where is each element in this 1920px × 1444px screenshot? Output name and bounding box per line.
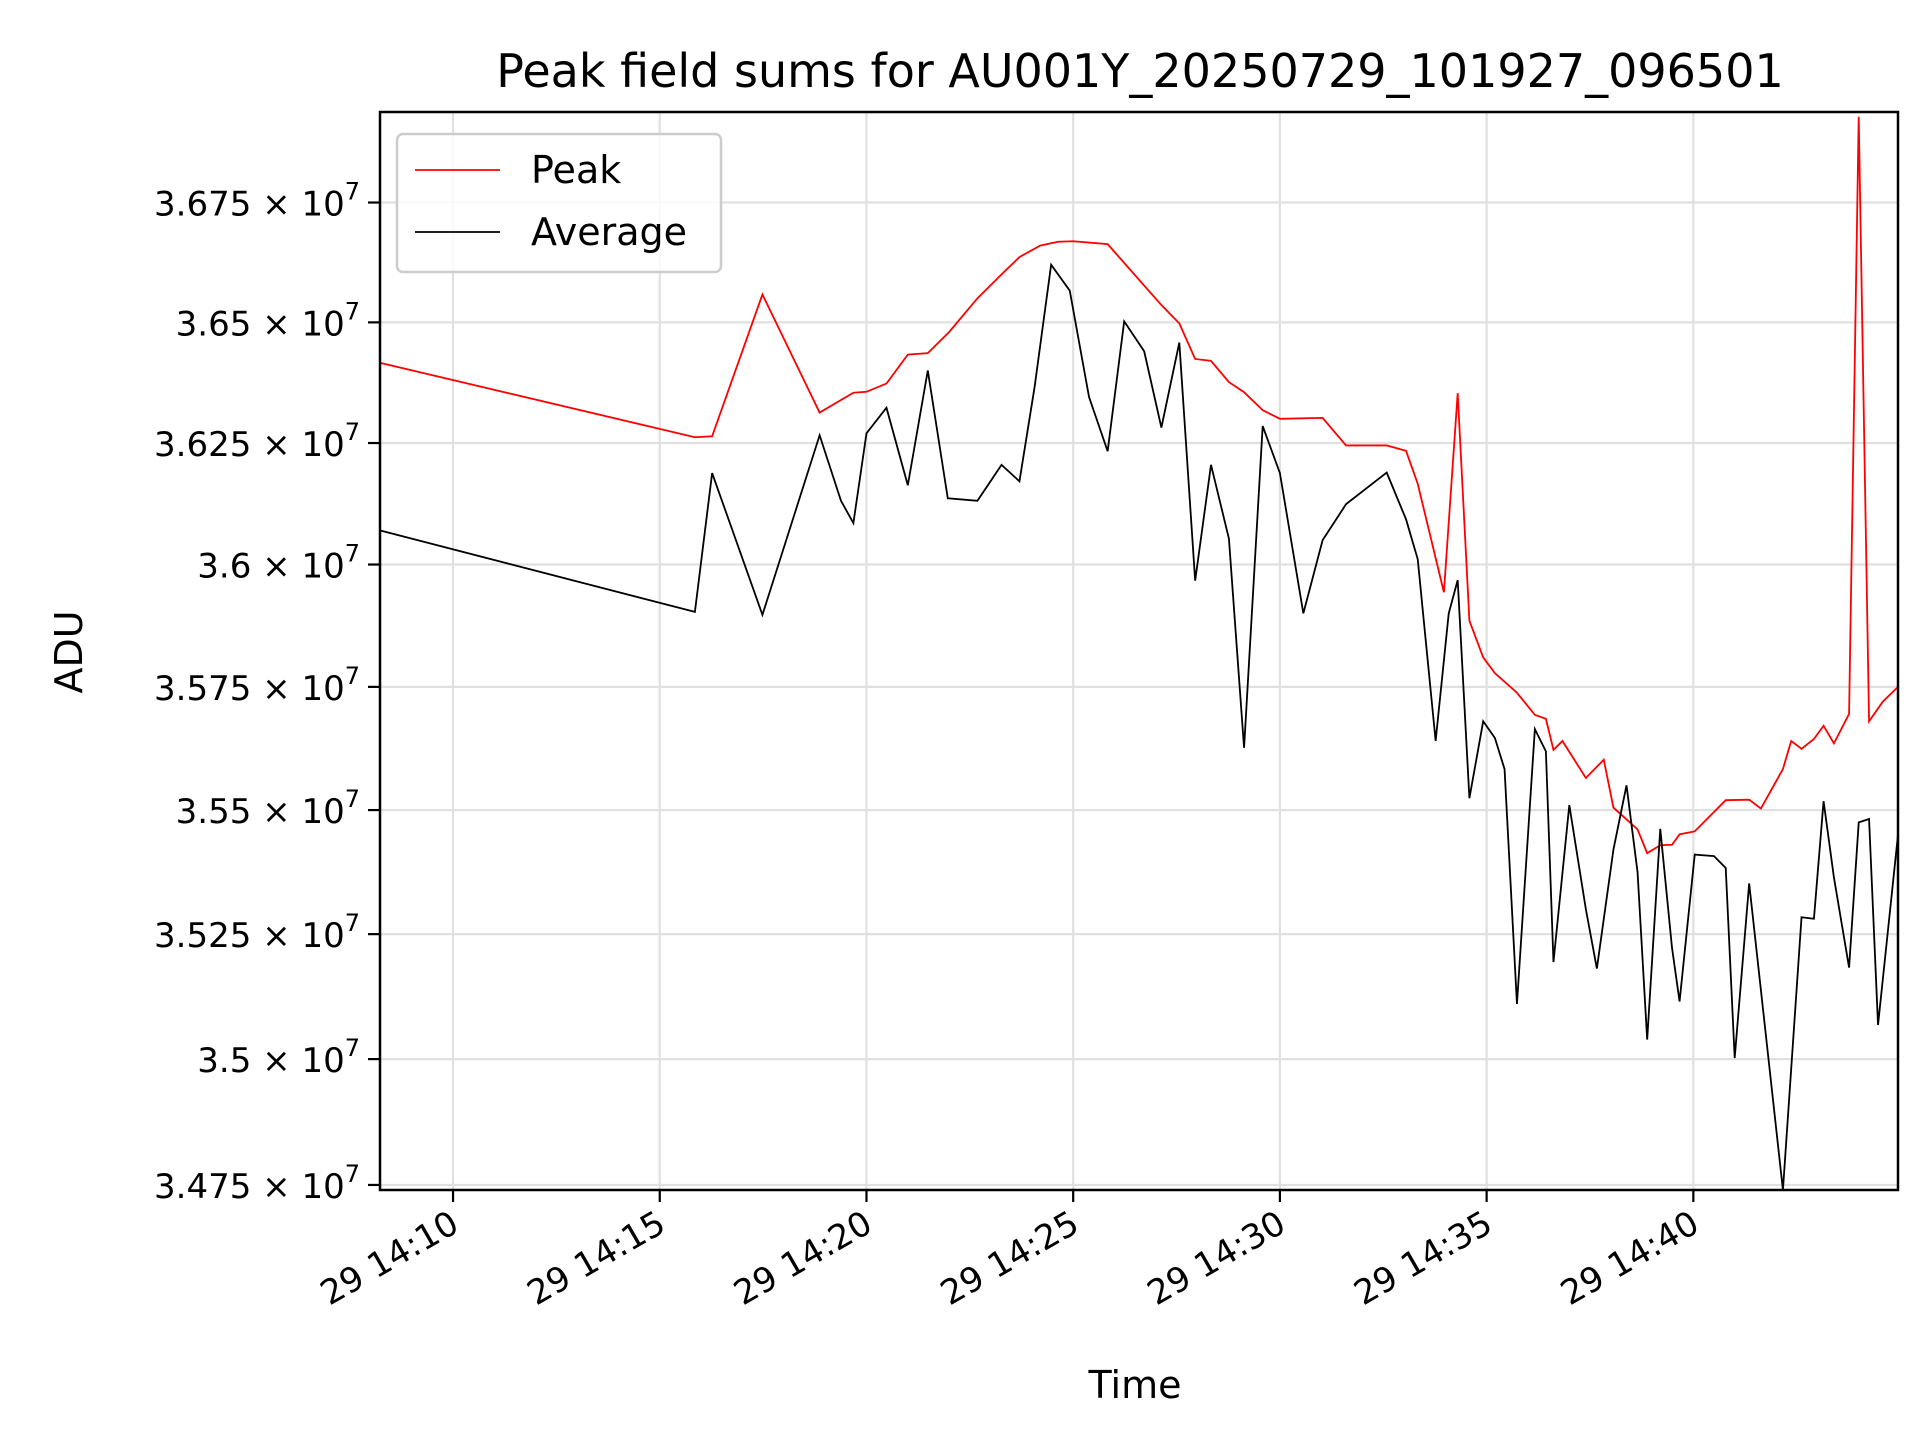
series-line-peak [380,116,1898,855]
y-tick-label: 3.6 × 107 [197,540,360,587]
y-tick-label: 3.525 × 107 [154,909,360,956]
y-tick-label: 3.65 × 107 [176,297,360,344]
y-tick-label: 3.625 × 107 [154,418,360,465]
chart-title: Peak field sums for AU001Y_20250729_1019… [496,44,1783,98]
y-tick-label: 3.55 × 107 [176,785,360,832]
legend-label-peak: Peak [531,148,621,192]
x-axis-title: Time [1088,1363,1182,1407]
y-tick-label: 3.5 × 107 [197,1034,360,1081]
series-line-average [380,262,1898,1190]
plot-frame [378,110,1900,1192]
y-tick-label: 3.575 × 107 [154,662,360,709]
series-lines [380,116,1898,1190]
legend-label-average: Average [531,210,687,254]
legend: Peak Average [395,132,723,274]
y-tick-label: 3.475 × 107 [154,1160,360,1207]
y-tick-label: 3.675 × 107 [154,178,360,225]
legend-box [395,132,723,274]
y-axis-title: ADU [47,610,91,693]
